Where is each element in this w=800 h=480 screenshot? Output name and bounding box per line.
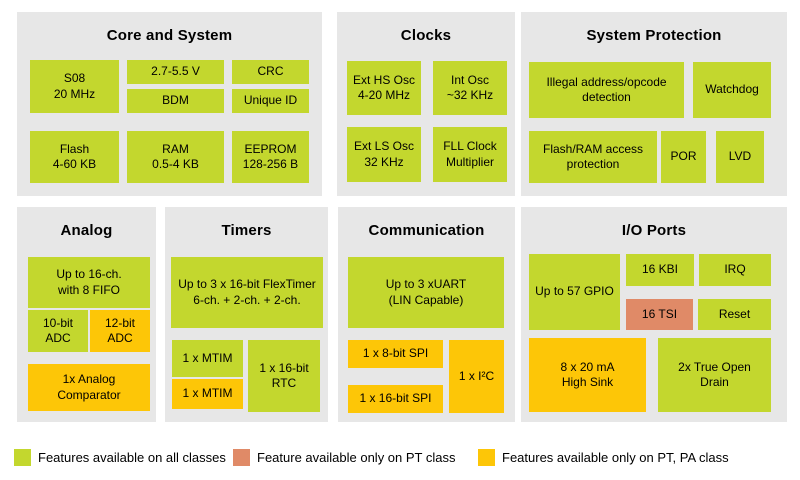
block-rtc: 1 x 16-bit RTC [248,340,320,412]
legend-swatch-pt-pa-class-icon [478,449,495,466]
block-por: POR [661,131,706,183]
legend-swatch-pt-class-icon [233,449,250,466]
legend-label-pt-pa-class: Features available only on PT, PA class [502,450,729,465]
panel-io-ports-title: I/O Ports [621,222,687,239]
block-mtim-all-classes: 1 x MTIM [172,340,243,377]
panel-analog: Analog Up to 16-ch. with 8 FIFO 10-bit A… [17,207,156,422]
panel-core-title: Core and System [106,27,233,44]
block-flextimer: Up to 3 x 16-bit FlexTimer 6-ch. + 2-ch.… [171,257,323,328]
legend-item-pt-class: Feature available only on PT class [233,449,455,466]
panel-communication-title: Communication [368,222,485,239]
block-gpio: Up to 57 GPIO [529,254,620,330]
panel-clocks: Clocks Ext HS Osc 4-20 MHz Int Osc ~32 K… [337,12,515,196]
panel-system-protection-title: System Protection [586,27,722,44]
block-ram: RAM 0.5-4 KB [127,131,224,183]
block-flash-ram-protection: Flash/RAM access protection [529,131,657,183]
block-kbi: 16 KBI [626,254,694,286]
legend-label-all-classes: Features available on all classes [38,450,226,465]
block-crc: CRC [232,60,309,84]
block-eeprom: EEPROM 128-256 B [232,131,309,183]
panel-io-ports: I/O Ports Up to 57 GPIO 16 KBI IRQ 16 TS… [521,207,787,422]
block-illegal-detection: Illegal address/opcode detection [529,62,684,118]
block-watchdog: Watchdog [693,62,771,118]
block-mtim-pt-pa: 1 x MTIM [172,379,243,409]
legend-label-pt-class: Feature available only on PT class [257,450,456,465]
panel-communication: Communication Up to 3 xUART (LIN Capable… [338,207,515,422]
panel-timers: Timers Up to 3 x 16-bit FlexTimer 6-ch. … [165,207,328,422]
panel-clocks-title: Clocks [400,27,452,44]
block-tsi: 16 TSI [626,299,693,330]
panel-timers-title: Timers [221,222,272,239]
block-ext-hs-osc: Ext HS Osc 4-20 MHz [347,61,421,115]
block-ext-ls-osc: Ext LS Osc 32 KHz [347,127,421,182]
block-high-sink: 8 x 20 mA High Sink [529,338,646,412]
legend-item-pt-pa-class: Features available only on PT, PA class [478,449,729,466]
legend-item-all-classes: Features available on all classes [14,449,226,466]
legend-swatch-all-classes-icon [14,449,31,466]
block-irq: IRQ [699,254,771,286]
block-spi-8bit: 1 x 8-bit SPI [348,340,443,368]
block-adc-channels: Up to 16-ch. with 8 FIFO [28,257,150,308]
block-reset: Reset [698,299,771,330]
panel-analog-title: Analog [60,222,113,239]
block-lvd: LVD [716,131,764,183]
block-adc-10bit: 10-bit ADC [28,310,88,352]
block-voltage-range: 2.7-5.5 V [127,60,224,84]
block-fll-multiplier: FLL Clock Multiplier [433,127,507,182]
block-int-osc: Int Osc ~32 KHz [433,61,507,115]
block-analog-comparator: 1x Analog Comparator [28,364,150,411]
block-xuart: Up to 3 xUART (LIN Capable) [348,257,504,328]
panel-core-and-system: Core and System S08 20 MHz 2.7-5.5 V CRC… [17,12,322,196]
legend: Features available on all classes Featur… [0,449,800,469]
block-adc-12bit: 12-bit ADC [90,310,150,352]
block-i2c: 1 x I²C [449,340,504,413]
block-spi-16bit: 1 x 16-bit SPI [348,385,443,413]
block-s08-core: S08 20 MHz [30,60,119,113]
panel-system-protection: System Protection Illegal address/opcode… [521,12,787,196]
block-bdm: BDM [127,89,224,113]
block-open-drain: 2x True Open Drain [658,338,771,412]
block-flash: Flash 4-60 KB [30,131,119,183]
block-unique-id: Unique ID [232,89,309,113]
